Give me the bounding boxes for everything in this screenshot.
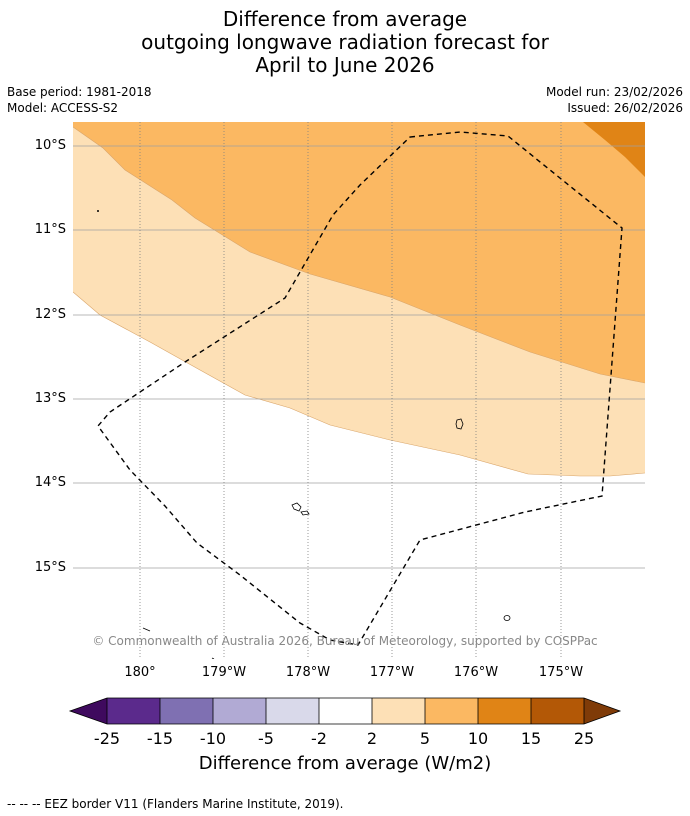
title-line-3: April to June 2026 (255, 53, 435, 77)
colorbar-segment (372, 698, 425, 724)
colorbar-segment (160, 698, 213, 724)
contour-line-5 (73, 126, 645, 384)
colorbar-dividers (106, 698, 585, 724)
island (503, 615, 511, 621)
copyright-notice: © Commonwealth of Australia 2026, Bureau… (92, 634, 598, 648)
lat-label: 10°S (34, 138, 66, 153)
lat-label: 14°S (34, 475, 66, 490)
lon-label: 175°W (538, 665, 584, 680)
lon-label: 180° (124, 665, 156, 680)
colorbar-segment (107, 698, 160, 724)
lat-label: 11°S (34, 222, 66, 237)
lon-label: 178°W (285, 665, 331, 680)
colorbar-tick: 10 (467, 729, 489, 748)
title-line-1: Difference from average (222, 7, 468, 31)
contour-line-2 (73, 291, 645, 477)
model-run: Model run: 23/02/2026 (545, 85, 683, 99)
lon-label: 176°W (453, 665, 499, 680)
lat-label: 12°S (34, 307, 66, 322)
model-name: Model: ACCESS-S2 (7, 101, 119, 115)
meta-left: Base period: 1981-2018 Model: ACCESS-S2 (7, 84, 152, 116)
island (291, 502, 302, 512)
colorbar-segment (266, 698, 319, 724)
colorbar-label: Difference from average (W/m2) (198, 753, 492, 774)
colorbar-tick: -2 (311, 729, 327, 748)
island (455, 418, 464, 430)
islands (142, 418, 511, 659)
island-dot (97, 210, 99, 212)
colorbar (68, 697, 622, 725)
eez-legend: -- -- -- EEZ border V11 (Flanders Marine… (7, 797, 344, 811)
island (211, 657, 215, 659)
colorbar-segment (319, 698, 372, 724)
lat-label: 13°S (34, 391, 66, 406)
island (300, 510, 310, 516)
eez-border (97, 131, 623, 646)
colorbar-tick: -5 (258, 729, 274, 748)
colorbar-segment (213, 698, 266, 724)
colorbar-extend-high (584, 698, 620, 724)
latitude-gridlines (73, 145, 645, 569)
colorbar-tick: 5 (419, 729, 431, 748)
colorbar-tick: 25 (573, 729, 595, 748)
anomaly-band-5-10 (73, 122, 645, 383)
colorbar-segment (531, 698, 584, 724)
colorbar-tick: -25 (93, 729, 121, 748)
colorbar-tick: 15 (520, 729, 542, 748)
longitude-gridlines (139, 122, 562, 659)
lat-label: 15°S (34, 560, 66, 575)
anomaly-band-10-15 (583, 122, 645, 177)
colorbar-tick: -10 (199, 729, 227, 748)
colorbar-extend-low (70, 698, 107, 724)
colorbar-segment (425, 698, 478, 724)
colorbar-segment (478, 698, 531, 724)
chart-title: Difference from average outgoing longwav… (0, 8, 690, 77)
colorbar-tick: -15 (146, 729, 174, 748)
meta-right: Model run: 23/02/2026 Issued: 26/02/2026 (546, 84, 683, 116)
map-area (73, 122, 645, 659)
issued-date: Issued: 26/02/2026 (567, 101, 683, 115)
lon-label: 179°W (201, 665, 247, 680)
base-period: Base period: 1981-2018 (7, 85, 152, 99)
colorbar-tick: 2 (366, 729, 378, 748)
lon-label: 177°W (369, 665, 415, 680)
title-line-2: outgoing longwave radiation forecast for (141, 30, 549, 54)
island (142, 627, 151, 632)
